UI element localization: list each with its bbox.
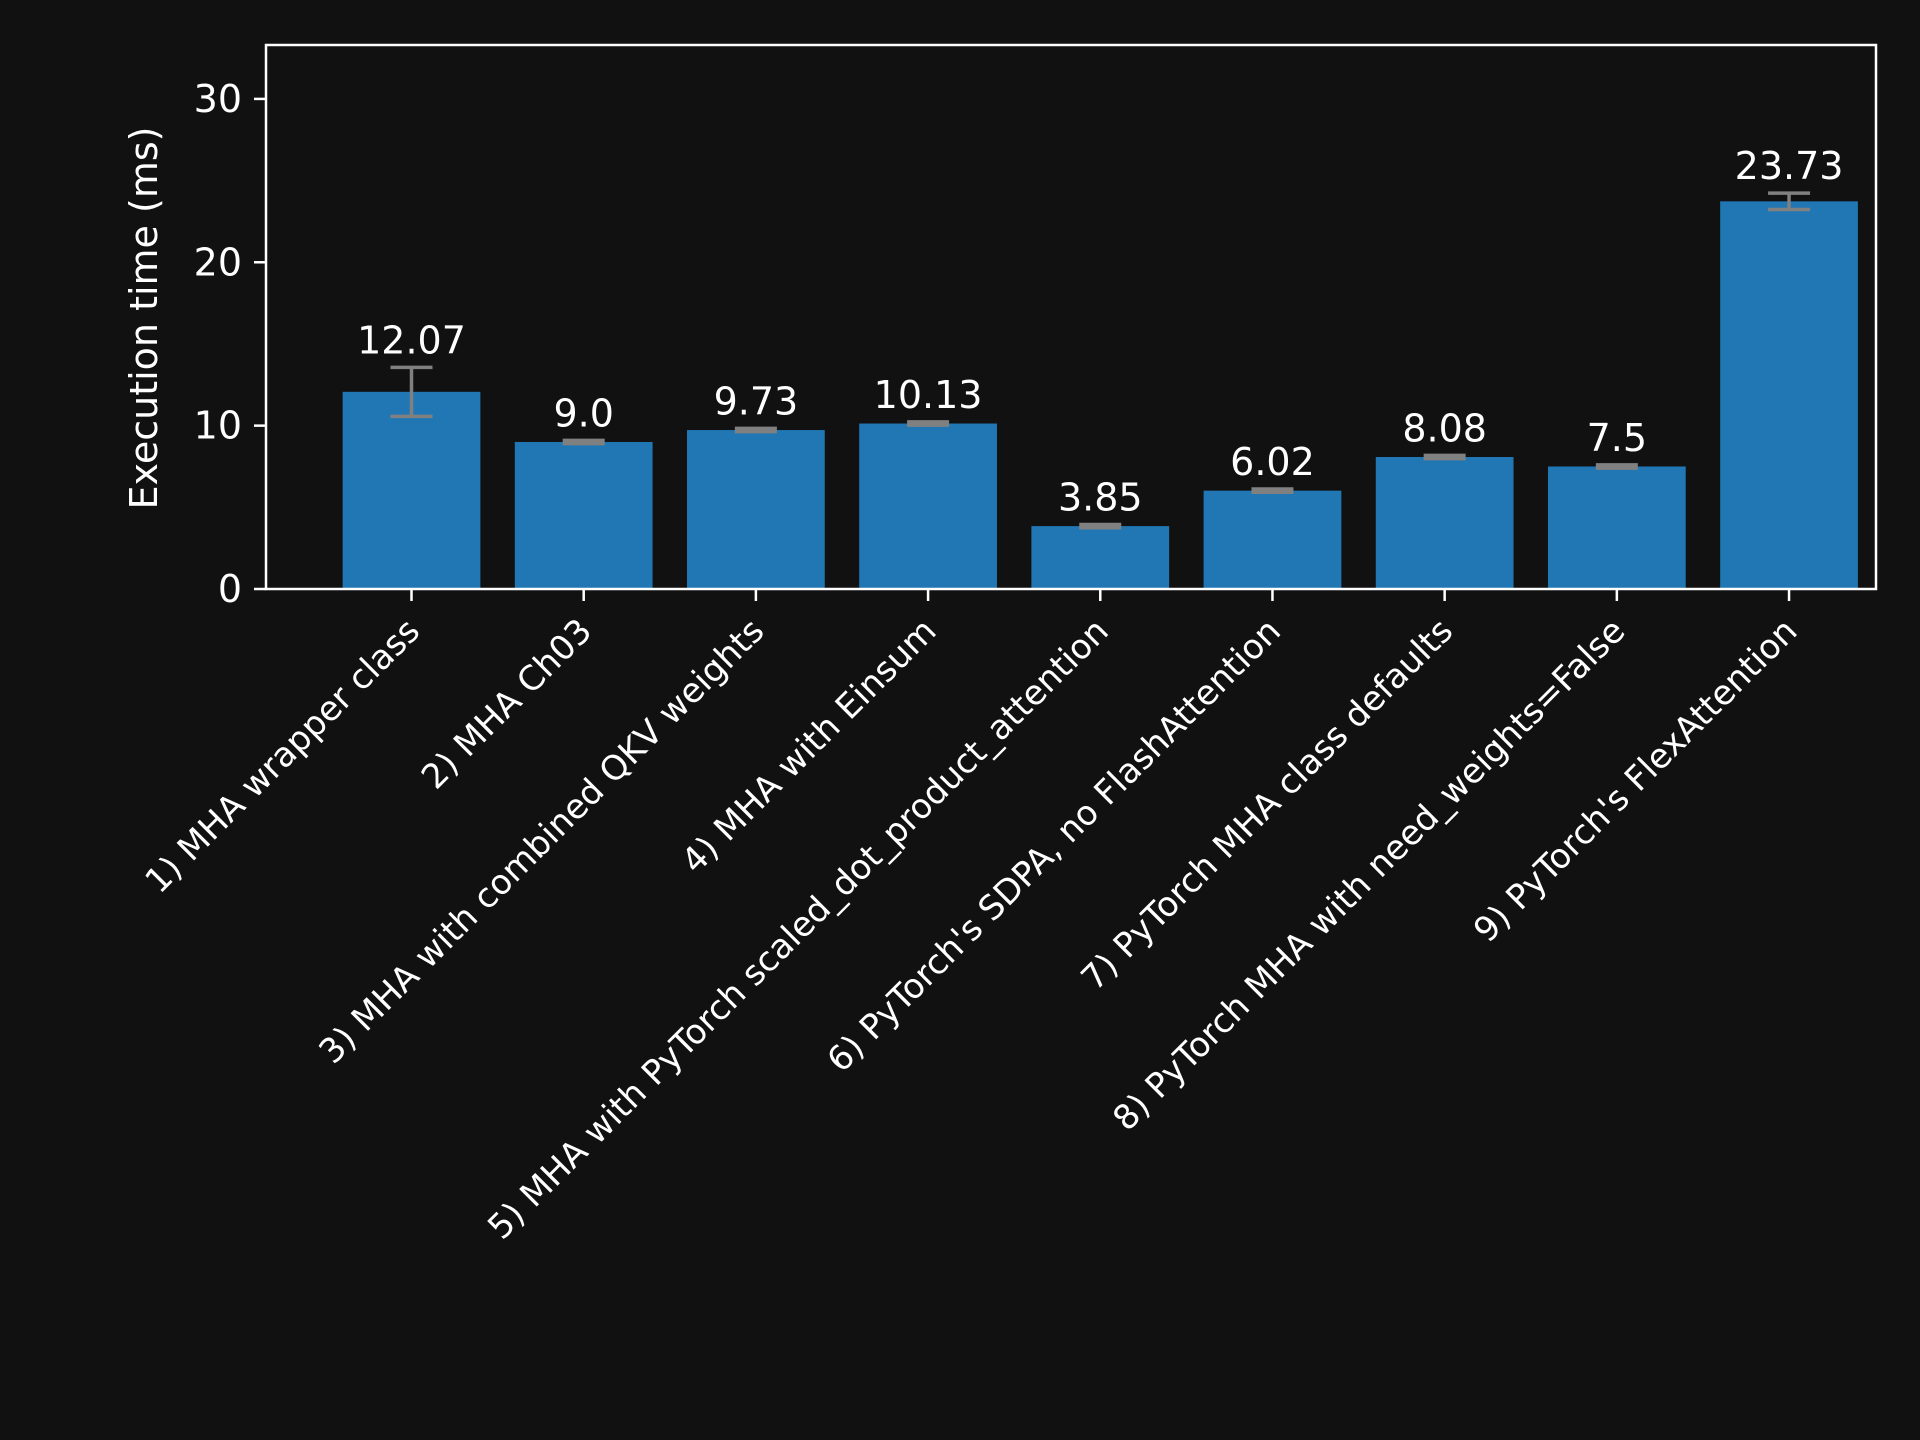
y-tick-label: 0	[218, 567, 242, 611]
y-axis: 0 10 20 30	[194, 77, 266, 611]
bar	[1720, 201, 1858, 589]
plot-frame	[264, 43, 1878, 591]
bar	[1547, 466, 1686, 589]
error-bar	[1423, 453, 1466, 461]
error-bars	[390, 191, 1811, 530]
error-bar	[1768, 191, 1811, 212]
error-bar	[390, 365, 433, 419]
bars	[342, 201, 1858, 589]
data-label: 10.13	[874, 373, 983, 417]
error-bar	[734, 426, 777, 434]
bar	[342, 391, 481, 589]
value-labels: 12.07 9.0 9.73 10.13 3.85 6.02 8.08 7.5 23.73	[357, 144, 1843, 519]
data-label: 12.07	[357, 318, 466, 362]
data-label: 9.0	[553, 391, 613, 435]
error-bar	[1079, 522, 1122, 530]
error-bar	[1251, 487, 1294, 495]
bar	[1203, 490, 1342, 589]
data-label: 7.5	[1587, 416, 1647, 460]
bar	[1031, 526, 1170, 589]
data-label: 6.02	[1230, 440, 1315, 484]
y-tick-label: 30	[194, 77, 242, 121]
bar	[859, 423, 997, 589]
data-label: 3.85	[1058, 475, 1143, 519]
y-tick-label: 10	[194, 404, 242, 448]
data-label: 8.08	[1402, 406, 1487, 450]
bar	[1375, 457, 1514, 589]
y-axis-label: Execution time (ms)	[122, 127, 166, 510]
bar	[514, 441, 653, 589]
y-tick-label: 20	[194, 240, 242, 284]
error-bar	[562, 438, 605, 446]
error-bar	[1595, 463, 1638, 470]
data-label: 23.73	[1735, 144, 1844, 188]
bar	[687, 430, 825, 589]
error-bar	[907, 420, 950, 427]
data-label: 9.73	[714, 379, 799, 423]
